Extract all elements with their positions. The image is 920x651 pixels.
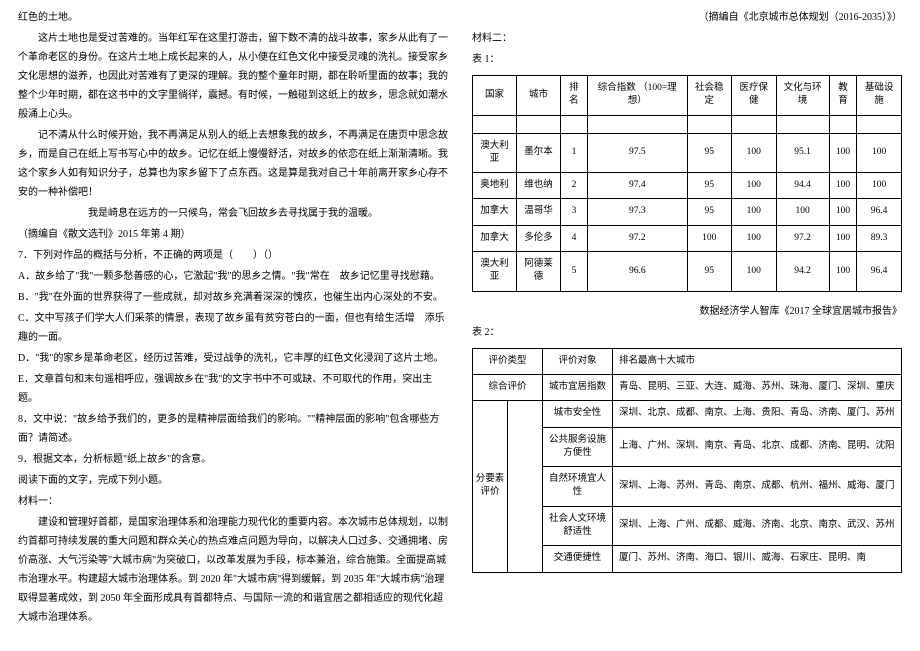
th-infra: 基础设施 [857, 76, 902, 116]
option-a: A．故乡给了"我"一颗多愁善感的心，它激起"我"的思乡之情。"我"常在 故乡记忆… [18, 267, 448, 286]
th-city: 城市 [516, 76, 560, 116]
table-2-label: 表 2： [472, 323, 902, 342]
cell-cities: 上海、广州、深圳、南京、青岛、北京、成都、济南、昆明、沈阳 [613, 427, 902, 467]
table-row: 加拿大多伦多497.210010097.210089.3 [473, 225, 902, 251]
source-line: （摘编自《北京城市总体规划（2016-2035）》） [472, 8, 902, 27]
cell-type: 综合评价 [473, 374, 543, 400]
th-culture: 文化与环境 [776, 76, 829, 116]
th-type: 评价类型 [473, 348, 543, 374]
body-text: 红色的土地。 [18, 8, 448, 27]
cell-object: 交通便捷性 [543, 546, 613, 572]
option-c: C．文中写孩子们学大人们采茶的情景，表现了故乡虽有贫穷苍白的一面，但也有给生活增… [18, 309, 448, 347]
table-2: 评价类型 评价对象 排名最高十大城市 综合评价 城市宜居指数 青岛、昆明、三亚、… [472, 348, 902, 573]
cell-cities: 深圳、上海、苏州、青岛、南京、成都、杭州、福州、威海、厦门 [613, 467, 902, 507]
table-row: 澳大利亚墨尔本197.59510095.1100100 [473, 133, 902, 173]
cell-object: 城市宜居指数 [543, 374, 613, 400]
cell-cities: 厦门、苏州、济南、海口、银川、威海、石家庄、昆明、南 [613, 546, 902, 572]
th-country: 国家 [473, 76, 517, 116]
instruction: 阅读下面的文字，完成下列小题。 [18, 471, 448, 490]
th-top10: 排名最高十大城市 [613, 348, 902, 374]
question-9: 9．根据文本，分析标题"纸上故乡"的含意。 [18, 450, 448, 469]
source-line: （摘编自《散文选刊》2015 年第 4 期） [18, 225, 448, 244]
table-row: 澳大利亚阿德莱德596.69510094.210096.4 [473, 252, 902, 292]
cell-object: 城市安全性 [543, 401, 613, 427]
option-e: E．文章首句和末句遥相呼应，强调故乡在"我"的文字书中不可或缺、不可取代的作用，… [18, 370, 448, 408]
option-b: B．"我"在外面的世界获得了一些成就，却对故乡充满着深深的愧疚，也催生出内心深处… [18, 288, 448, 307]
material-1-label: 材料一： [18, 492, 448, 511]
cell-category: 分要素评价 [473, 401, 508, 572]
option-d: D．"我"的家乡是革命老区，经历过苦难，受过战争的洗礼，它丰厚的红色文化浸润了这… [18, 349, 448, 368]
material-2-label: 材料二： [472, 29, 902, 48]
th-rank: 排名 [560, 76, 587, 116]
cell-cities: 深圳、上海、广州、成都、威海、济南、北京、南京、武汉、苏州 [613, 506, 902, 546]
material-1-body: 建设和管理好首都，是国家治理体系和治理能力现代化的重要内容。本次城市总体规划，以… [18, 513, 448, 627]
table-1: 国家 城市 排名 综合指数 （100=理想） 社会稳定 医疗保健 文化与环境 教… [472, 75, 902, 292]
th-object: 评价对象 [543, 348, 613, 374]
table-row: 分要素评价 城市安全性 深圳、北京、成都、南京、上海、贵阳、青岛、济南、厦门、苏… [473, 401, 902, 427]
cell-object: 社会人文环境舒适性 [543, 506, 613, 546]
th-education: 教育 [829, 76, 857, 116]
th-index: 综合指数 （100=理想） [587, 76, 687, 116]
table-header-row: 评价类型 评价对象 排名最高十大城市 [473, 348, 902, 374]
cell-cities: 深圳、北京、成都、南京、上海、贵阳、青岛、济南、厦门、苏州 [613, 401, 902, 427]
table-1-source: 数据经济学人智库《2017 全球宜居城市报告》 [472, 302, 902, 321]
table-1-label: 表 1： [472, 50, 902, 69]
table-row: 加拿大温哥华397.39510010010096.4 [473, 199, 902, 225]
table-row: 综合评价 城市宜居指数 青岛、昆明、三亚、大连、威海、苏州、珠海、厦门、深圳、重… [473, 374, 902, 400]
th-healthcare: 医疗保健 [732, 76, 776, 116]
question-8: 8．文中说："故乡给予我们的，更多的是精神层面给我们的影响。""精神层面的影响"… [18, 410, 448, 448]
question-7: 7．下列对作品的概括与分析，不正确的两项是（ ）（） [18, 246, 448, 265]
body-text: 这片土地也是受过苦难的。当年红军在这里打游击，留下数不清的战斗故事，家乡从此有了… [18, 29, 448, 124]
table-header-row: 国家 城市 排名 综合指数 （100=理想） 社会稳定 医疗保健 文化与环境 教… [473, 76, 902, 116]
cell-cities: 青岛、昆明、三亚、大连、威海、苏州、珠海、厦门、深圳、重庆 [613, 374, 902, 400]
table-row: 奥地利维也纳297.49510094.4100100 [473, 173, 902, 199]
th-stability: 社会稳定 [687, 76, 731, 116]
body-text: 我是崎息在远方的一只候鸟，常会飞回故乡去寻找属于我的温暖。 [18, 204, 448, 223]
table-row [473, 115, 902, 133]
cell-object: 自然环境宜人性 [543, 467, 613, 507]
cell-object: 公共服务设施方便性 [543, 427, 613, 467]
body-text: 记不清从什么时候开始，我不再满足从别人的纸上去想象我的故乡，不再满足在唐页中思念… [18, 126, 448, 202]
